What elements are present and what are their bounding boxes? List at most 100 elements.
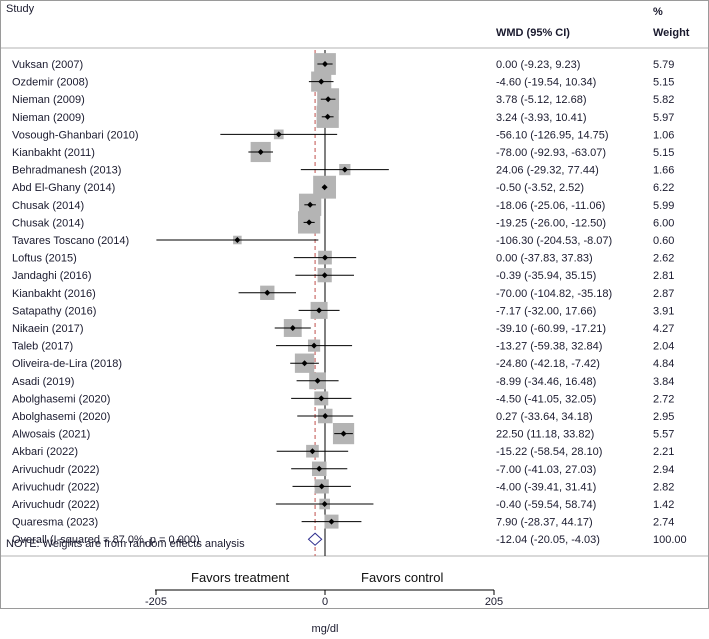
point-estimate: [307, 201, 314, 208]
overall-row: Overall (I-squared = 87.0%, p = 0.000) -1…: [12, 532, 687, 546]
study-row: Quaresma (2023) 7.90 (-28.37, 44.17) 2.74: [12, 514, 674, 529]
weight-label: 5.97: [653, 112, 674, 124]
study-name: Ozdemir (2008): [12, 77, 88, 89]
point-estimate: [257, 149, 264, 155]
effect-ci-label: 7.90 (-28.37, 44.17): [496, 517, 593, 529]
study-row: Alwosais (2021) 22.50 (11.18, 33.82) 5.57: [12, 422, 674, 445]
effect-ci-label: -39.10 (-60.99, -17.21): [496, 323, 606, 335]
study-name: Behradmanesh (2013): [12, 165, 121, 177]
header-effect: WMD (95% CI): [496, 27, 570, 39]
study-name: Loftus (2015): [12, 253, 77, 265]
weight-label: 2.87: [653, 288, 674, 300]
effect-ci-label: -4.60 (-19.54, 10.34): [496, 77, 596, 89]
study-name: Abd El-Ghany (2014): [12, 182, 115, 194]
study-name: Nieman (2009): [12, 112, 85, 124]
point-estimate: [328, 518, 335, 525]
study-row: Nieman (2009) 3.24 (-3.93, 10.41) 5.97: [12, 105, 674, 128]
effect-ci-label: -0.50 (-3.52, 2.52): [496, 182, 584, 194]
point-estimate: [309, 448, 316, 455]
study-row: Asadi (2019) -8.99 (-34.46, 16.48) 3.84: [12, 372, 674, 390]
effect-ci-label: -106.30 (-204.53, -8.07): [496, 235, 612, 247]
point-estimate: [318, 78, 325, 85]
study-row: Behradmanesh (2013) 24.06 (-29.32, 77.44)…: [12, 163, 674, 177]
point-estimate: [321, 501, 328, 507]
study-row: Arivuchudr (2022) -7.00 (-41.03, 27.03) 2.…: [12, 461, 674, 477]
weight-label: 5.15: [653, 147, 674, 159]
point-estimate: [321, 272, 328, 279]
effect-ci-label: 0.00 (-37.83, 37.83): [496, 253, 593, 265]
study-name: Quaresma (2023): [12, 517, 98, 529]
study-rows: Vuksan (2007) 0.00 (-9.23, 9.23) 5.79 Ozdem…: [12, 50, 674, 556]
weight-label: 2.21: [653, 446, 674, 458]
point-estimate: [275, 131, 282, 138]
weight-label: 6.22: [653, 182, 674, 194]
point-estimate: [325, 96, 332, 103]
effect-ci-label: 0.00 (-9.23, 9.23): [496, 59, 580, 71]
study-row: Chusak (2014) -19.25 (-26.00, -12.50) 6.00: [12, 211, 674, 234]
study-name: Nikaein (2017): [12, 323, 84, 335]
study-name: Abolghasemi (2020): [12, 393, 110, 405]
study-row: Akbari (2022) -15.22 (-58.54, 28.10) 2.21: [12, 444, 674, 458]
study-name: Satapathy (2016): [12, 305, 96, 317]
study-row: Arivuchudr (2022) -0.40 (-59.54, 58.74) 1.…: [12, 498, 674, 511]
point-estimate: [318, 483, 325, 490]
study-row: Kianbakht (2016) -70.00 (-104.82, -35.18)…: [12, 285, 674, 300]
point-estimate: [316, 465, 323, 472]
study-name: Asadi (2019): [12, 376, 74, 388]
x-axis-label: mg/dl: [312, 623, 339, 635]
point-estimate: [234, 237, 241, 243]
weight-label: 2.72: [653, 393, 674, 405]
effect-ci-label: -4.50 (-41.05, 32.05): [496, 393, 596, 405]
point-estimate: [311, 342, 318, 349]
effect-ci-label: -19.25 (-26.00, -12.50): [496, 217, 606, 229]
effect-ci-label: 22.50 (11.18, 33.82): [496, 429, 594, 441]
weight-label: 2.74: [653, 517, 674, 529]
study-row: Ozdemir (2008) -4.60 (-19.54, 10.34) 5.15: [12, 71, 674, 92]
effect-ci-label: -15.22 (-58.54, 28.10): [496, 446, 602, 458]
point-estimate: [322, 61, 328, 67]
point-estimate: [321, 184, 328, 191]
study-row: Nieman (2009) 3.78 (-5.12, 12.68) 5.82: [12, 88, 674, 111]
effect-ci-label: -78.00 (-92.93, -63.07): [496, 147, 606, 159]
effect-ci-label: 24.06 (-29.32, 77.44): [496, 165, 599, 177]
overall-weight-label: 100.00: [653, 534, 687, 546]
point-estimate: [316, 307, 323, 314]
header-weight-top: %: [653, 6, 663, 18]
weight-label: 2.94: [653, 464, 674, 476]
study-name: Oliveira-de-Lira (2018): [12, 358, 122, 370]
point-estimate: [264, 289, 271, 296]
study-name: Chusak (2014): [12, 217, 84, 229]
x-tick-label: -205: [145, 596, 167, 608]
effect-ci-label: 3.24 (-3.93, 10.41): [496, 112, 587, 124]
effect-ci-label: -0.40 (-59.54, 58.74): [496, 499, 596, 511]
point-estimate: [318, 395, 325, 402]
header-study: Study: [6, 3, 35, 15]
x-tick-label: 0: [322, 596, 328, 608]
study-row: Chusak (2014) -18.06 (-25.06, -11.06) 5.99: [12, 193, 674, 216]
study-row: Vuksan (2007) 0.00 (-9.23, 9.23) 5.79: [12, 53, 674, 75]
study-name: Chusak (2014): [12, 200, 84, 212]
point-estimate: [289, 325, 296, 331]
study-row: Vosough-Ghanbari (2010) -56.10 (-126.95, …: [12, 129, 674, 141]
study-row: Abolghasemi (2020) 0.27 (-33.64, 34.18) 2.…: [12, 408, 674, 424]
weight-label: 4.27: [653, 323, 674, 335]
study-name: Arivuchudr (2022): [12, 499, 99, 511]
weight-label: 1.06: [653, 129, 674, 141]
weight-label: 5.99: [653, 200, 674, 212]
effect-ci-label: -8.99 (-34.46, 16.48): [496, 376, 596, 388]
study-row: Taleb (2017) -13.27 (-59.38, 32.84) 2.04: [12, 339, 674, 353]
weight-label: 3.91: [653, 305, 674, 317]
x-axis: -205 0 205: [145, 589, 503, 608]
study-row: Satapathy (2016) -7.17 (-32.00, 17.66) 3.9…: [12, 301, 674, 319]
weight-label: 5.82: [653, 94, 674, 106]
study-row: Jandaghi (2016) -0.39 (-35.94, 35.15) 2.81: [12, 268, 674, 283]
effect-ci-label: -24.80 (-42.18, -7.42): [496, 358, 600, 370]
favors-treatment-label: Favors treatment: [191, 570, 290, 585]
study-name: Vosough-Ghanbari (2010): [12, 129, 139, 141]
point-estimate: [301, 360, 308, 367]
weight-label: 2.04: [653, 341, 674, 353]
study-name: Tavares Toscano (2014): [12, 235, 129, 247]
point-estimate: [322, 254, 328, 261]
effect-ci-label: 3.78 (-5.12, 12.68): [496, 94, 587, 106]
